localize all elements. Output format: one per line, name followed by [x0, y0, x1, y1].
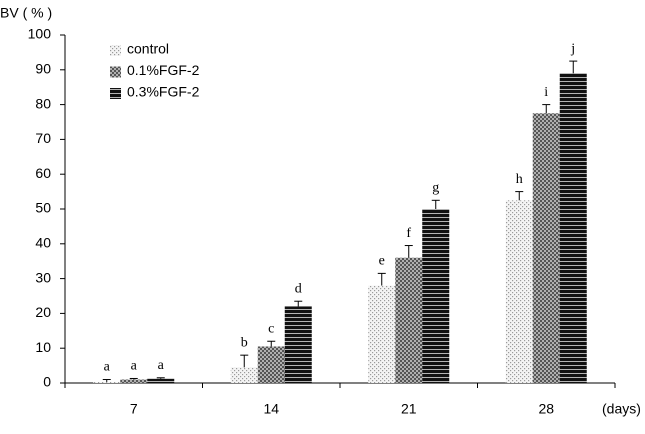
x-tick-label: 28 — [538, 401, 554, 417]
significance-letter: a — [158, 358, 165, 373]
bar — [559, 73, 587, 383]
bar — [368, 285, 396, 383]
bar — [532, 113, 560, 384]
y-tick-label: 0 — [43, 374, 51, 390]
x-axis-label: (days) — [602, 401, 641, 417]
significance-letter: g — [432, 181, 439, 196]
bar — [505, 200, 533, 383]
significance-letter: j — [570, 41, 575, 56]
significance-letter: a — [131, 359, 138, 374]
bar — [120, 379, 148, 383]
legend-swatch — [110, 88, 121, 99]
y-tick-label: 60 — [35, 165, 51, 181]
legend-swatch — [110, 45, 121, 56]
legend-label: 0.3%FGF-2 — [127, 84, 200, 100]
y-tick-label: 50 — [35, 200, 51, 216]
y-tick-label: 90 — [35, 61, 51, 77]
bar — [422, 209, 450, 383]
bar — [395, 257, 423, 383]
significance-letter: i — [544, 85, 548, 100]
significance-letter: d — [295, 281, 302, 296]
x-tick-label: 14 — [263, 401, 279, 417]
significance-letter: h — [516, 172, 523, 187]
y-tick-label: 10 — [35, 339, 51, 355]
y-tick-label: 100 — [28, 26, 52, 42]
bar — [93, 381, 121, 383]
legend-swatch — [110, 66, 121, 78]
legend-label: control — [127, 41, 169, 57]
bar — [284, 306, 312, 383]
bar — [230, 367, 258, 383]
legend-label: 0.1%FGF-2 — [127, 62, 200, 78]
y-tick-label: 20 — [35, 304, 51, 320]
y-tick-label: 70 — [35, 130, 51, 146]
y-tick-label: 40 — [35, 235, 51, 251]
bar — [257, 346, 285, 383]
y-tick-label: 80 — [35, 95, 51, 111]
x-tick-label: 7 — [130, 401, 138, 417]
y-axis-label: BV ( % ) — [0, 5, 52, 21]
significance-letter: a — [104, 360, 111, 375]
significance-letter: e — [379, 254, 385, 269]
x-tick-label: 21 — [401, 401, 417, 417]
y-tick-label: 30 — [35, 269, 51, 285]
significance-letter: f — [406, 226, 411, 241]
significance-letter: b — [241, 335, 248, 350]
bar — [147, 378, 175, 383]
significance-letter: c — [268, 321, 274, 336]
